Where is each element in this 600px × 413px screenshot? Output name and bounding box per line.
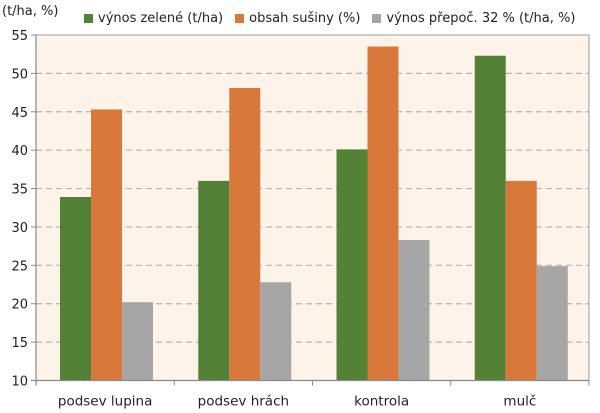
y-tick-label: 35 bbox=[11, 183, 28, 198]
bar bbox=[229, 87, 261, 381]
legend-swatch-orange bbox=[235, 14, 245, 23]
bar bbox=[91, 109, 122, 381]
legend-swatch-gray bbox=[372, 14, 382, 23]
x-tick-label: podsev lupina bbox=[58, 394, 152, 410]
bar bbox=[505, 180, 537, 381]
bar bbox=[367, 46, 399, 381]
x-tick-label: mulč bbox=[503, 394, 536, 410]
y-tick-label: 40 bbox=[11, 144, 28, 159]
legend-swatch-green bbox=[84, 14, 93, 23]
legend-label: obsah sušiny (%) bbox=[249, 11, 361, 26]
legend-item-gray: výnos přepoč. 32 % (t/ha, %) bbox=[372, 11, 575, 26]
bar bbox=[60, 197, 91, 381]
bar bbox=[398, 239, 430, 381]
bar bbox=[122, 302, 153, 381]
x-tick-label: kontrola bbox=[354, 394, 409, 410]
legend-item-orange: obsah sušiny (%) bbox=[235, 11, 360, 26]
bar bbox=[260, 282, 292, 381]
y-axis-label: (t/ha, %) bbox=[2, 4, 59, 19]
y-tick-label: 30 bbox=[11, 221, 28, 236]
y-tick-label: 15 bbox=[11, 336, 28, 351]
bar bbox=[536, 266, 568, 381]
bar bbox=[336, 149, 368, 381]
y-tick-label: 20 bbox=[11, 298, 28, 313]
legend-label: výnos zelené (t/ha) bbox=[98, 11, 224, 26]
y-tick-label: 10 bbox=[11, 375, 28, 390]
y-tick-label: 45 bbox=[11, 106, 28, 121]
y-tick-label: 25 bbox=[11, 259, 28, 274]
legend-item-green: výnos zelené (t/ha) bbox=[84, 11, 223, 26]
y-tick-label: 55 bbox=[11, 29, 28, 44]
x-tick-label: podsev hrách bbox=[198, 394, 289, 410]
bar bbox=[198, 180, 230, 381]
legend: výnos zelené (t/ha) obsah sušiny (%) výn… bbox=[84, 11, 575, 26]
y-tick-label: 50 bbox=[11, 67, 28, 82]
legend-label: výnos přepoč. 32 % (t/ha, %) bbox=[386, 11, 576, 26]
bar bbox=[474, 55, 506, 381]
